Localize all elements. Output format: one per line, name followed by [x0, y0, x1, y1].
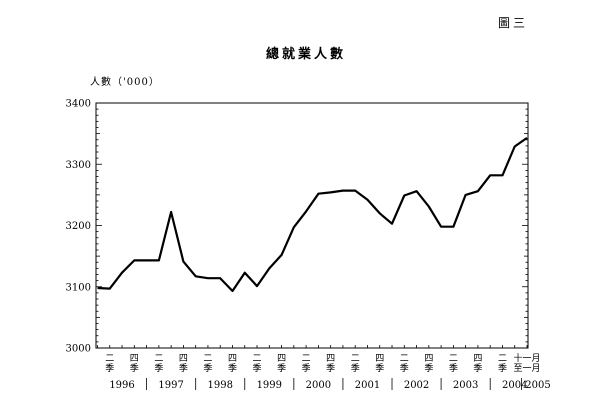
quarter-label: 季	[228, 362, 237, 374]
year-label: 1999	[257, 380, 282, 391]
year-label: 1996	[109, 380, 134, 391]
quarter-label: 季	[449, 362, 458, 374]
quarter-label: 季	[253, 362, 262, 374]
quarter-label: 二	[154, 354, 163, 364]
quarter-label: 二	[498, 354, 507, 364]
plot-frame	[95, 102, 529, 349]
quarter-label: 季	[203, 362, 212, 374]
quarter-label: 季	[105, 362, 114, 374]
year-label: 2001	[355, 380, 380, 391]
year-label: 2003	[453, 380, 478, 391]
last-period-label: 至一月	[513, 363, 540, 374]
quarter-label: 二	[449, 354, 458, 364]
quarter-label: 二	[302, 354, 311, 364]
quarter-label: 二	[253, 354, 262, 364]
quarter-label: 季	[179, 362, 188, 374]
quarter-label: 二	[351, 354, 360, 364]
chart-title: 總就業人數	[265, 47, 346, 62]
quarter-label: 四	[473, 354, 482, 364]
year-label: 2004	[502, 380, 527, 391]
quarter-label: 四	[375, 354, 384, 364]
year-label: 2000	[306, 380, 331, 391]
quarter-label: 季	[277, 362, 286, 374]
figure-label: 圖三	[498, 16, 529, 30]
y-axis-label: 人數（'000）	[90, 77, 160, 88]
quarter-label: 二	[203, 354, 212, 364]
year-label: 1997	[158, 380, 183, 391]
year-label: 1998	[207, 380, 232, 391]
y-tick-label: 3200	[66, 221, 91, 232]
quarter-label: 季	[498, 362, 507, 374]
quarter-label: 四	[228, 354, 237, 364]
series-line-total-employment	[97, 136, 528, 293]
quarter-label: 季	[326, 362, 335, 374]
quarter-label: 季	[130, 362, 139, 374]
year-label: 2002	[404, 380, 429, 391]
quarter-label: 四	[326, 354, 335, 364]
quarter-label: 四	[130, 354, 139, 364]
y-tick-label: 3000	[66, 344, 91, 355]
quarter-label: 二	[105, 354, 114, 364]
quarter-label: 季	[154, 362, 163, 374]
quarter-label: 季	[302, 362, 311, 374]
quarter-label: 四	[179, 354, 188, 364]
quarter-label: 季	[473, 362, 482, 374]
quarter-label: 四	[424, 354, 433, 364]
quarter-label: 四	[277, 354, 286, 364]
quarter-label: 二	[400, 354, 409, 364]
y-tick-label: 3100	[66, 282, 91, 293]
last-period-label: 十一月	[513, 352, 540, 364]
x-axis: 二季四季二季四季二季四季二季四季二季四季二季四季二季四季二季四季二季十一月至一月…	[97, 137, 551, 391]
quarter-label: 季	[351, 362, 360, 374]
y-axis: 3000 3100 3200 3300 3400	[66, 99, 528, 355]
quarter-label: 季	[375, 362, 384, 374]
year-label: 2005	[525, 380, 550, 391]
quarter-label: 季	[400, 362, 409, 374]
y-tick-label: 3300	[66, 160, 91, 171]
quarter-label: 季	[424, 362, 433, 374]
y-tick-label: 3400	[66, 99, 91, 110]
